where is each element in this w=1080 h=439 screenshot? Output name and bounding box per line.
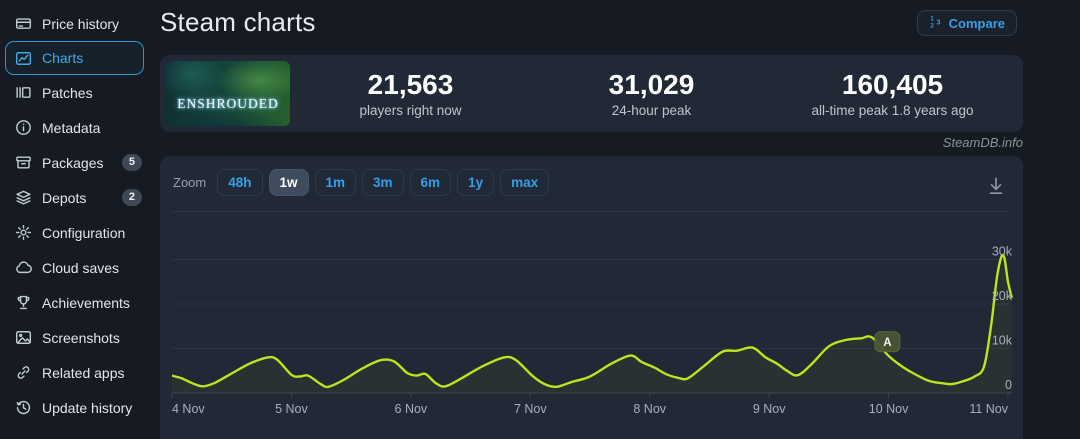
zoom-range-button-3m[interactable]: 3m [362,169,404,196]
sidebar-item-packages[interactable]: Packages 5 [0,145,152,180]
stat-current-players: 21,563 players right now [290,69,531,117]
sidebar-item-patches[interactable]: Patches [0,75,152,110]
stat-value: 31,029 [608,69,695,101]
sidebar-item-cloud-saves[interactable]: Cloud saves [0,250,152,285]
sidebar-item-label: Depots [42,189,87,206]
sidebar-item-related-apps[interactable]: Related apps [0,355,152,390]
page-title: Steam charts [160,7,316,37]
chart-panel: Zoom 48h 1w 1m 3m 6m 1y max A 0 10k 20k 30k 4 Nov 5 … [160,156,1023,439]
x-axis-label: 9 Nov [753,402,786,416]
x-axis-label: 4 Nov [172,402,205,416]
players-chart[interactable]: A 0 10k 20k 30k 4 Nov 5 Nov 6 Nov 7 Nov 8 Nov 9 No… [160,156,1023,439]
players-line[interactable] [172,253,1013,389]
y-axis-label: 10k [992,334,1013,348]
event-marker-a-label: A [883,337,891,349]
count-badge: 2 [121,189,142,206]
x-axis-label: 10 Nov [869,402,909,416]
game-capsule[interactable]: ENSHROUDED [166,61,290,126]
metadata-icon [15,119,32,136]
zoom-range-button-1w[interactable]: 1w [268,169,309,196]
y-axis-label: 30k [992,245,1013,259]
sidebar-item-label: Patches [42,84,93,101]
configuration-icon [15,224,32,241]
sidebar-item-label: Screenshots [42,329,120,346]
zoom-range-button-1y[interactable]: 1y [457,169,495,196]
charts-icon [15,50,32,67]
stat-alltime-peak: 160,405 all-time peak 1.8 years ago [772,69,1013,117]
update-history-icon [15,399,32,416]
svg-text:3: 3 [936,19,940,26]
x-axis-label: 7 Nov [514,402,547,416]
zoom-range-button-1m[interactable]: 1m [314,169,357,196]
sidebar-item-label: Packages [42,154,104,171]
game-title: ENSHROUDED [177,96,279,111]
y-axis-label: 0 [1005,378,1012,392]
sidebar-item-label: Price history [42,15,120,32]
stat-label: players right now [359,102,462,118]
compare-button[interactable]: 1 2 3 Compare [916,10,1017,36]
count-badge: 5 [121,154,142,171]
players-area-fill [172,254,1012,393]
y-axis-label: 20k [992,289,1013,303]
zoom-range-button-max[interactable]: max [500,169,550,196]
sidebar-nav: Price history Charts Patches Metadata Packag… [0,0,152,425]
sidebar-item-achievements[interactable]: Achievements [0,285,152,320]
stat-value: 160,405 [841,69,944,101]
x-axis-label: 8 Nov [633,402,666,416]
sidebar-item-label: Achievements [42,294,130,311]
sidebar-item-screenshots[interactable]: Screenshots [0,320,152,355]
sidebar-item-label: Related apps [42,364,125,381]
sidebar-item-label: Configuration [42,224,126,241]
x-axis-label: 5 Nov [275,402,308,416]
compare-123-icon: 1 2 3 [929,15,943,32]
sidebar-item-metadata[interactable]: Metadata [0,110,152,145]
x-axis-label: 11 Nov [969,402,1008,416]
stat-value: 21,563 [367,69,454,101]
sidebar-item-label: Update history [42,399,133,416]
sidebar-item-configuration[interactable]: Configuration [0,215,152,250]
stat-label: all-time peak 1.8 years ago [811,102,974,118]
related-apps-icon [15,364,32,381]
screenshots-icon [15,329,32,346]
patches-icon [15,84,32,101]
sidebar-item-label: Cloud saves [42,259,120,276]
zoom-range-button-48h[interactable]: 48h [217,169,263,196]
stats-panel: ENSHROUDED 21,563 players right now 31,0… [160,55,1023,132]
cloud-saves-icon [15,259,32,276]
toolbar-divider [172,211,1009,212]
stat-label: 24-hour peak [611,102,692,118]
sidebar-item-price-history[interactable]: Price history [0,6,152,41]
compare-button-label: Compare [948,15,1005,31]
sidebar-item-label: Charts [42,50,84,66]
zoom-controls: Zoom 48h 1w 1m 3m 6m 1y max [173,169,550,196]
price-history-icon [15,15,32,32]
zoom-label: Zoom [173,175,207,190]
svg-text:1: 1 [930,15,934,22]
packages-icon [15,154,32,171]
steamdb-watermark: SteamDB.info [942,135,1023,150]
download-icon[interactable] [985,175,1007,197]
event-marker-a[interactable] [874,331,901,353]
sidebar-item-label: Metadata [42,119,101,136]
sidebar-item-charts[interactable]: Charts [5,41,144,75]
svg-text:2: 2 [930,22,934,29]
sidebar-item-update-history[interactable]: Update history [0,390,152,425]
stat-24h-peak: 31,029 24-hour peak [531,69,772,117]
depots-icon [15,189,32,206]
zoom-range-button-6m[interactable]: 6m [409,169,452,196]
achievements-icon [15,294,32,311]
x-axis-label: 6 Nov [395,402,428,416]
sidebar-item-depots[interactable]: Depots 2 [0,180,152,215]
